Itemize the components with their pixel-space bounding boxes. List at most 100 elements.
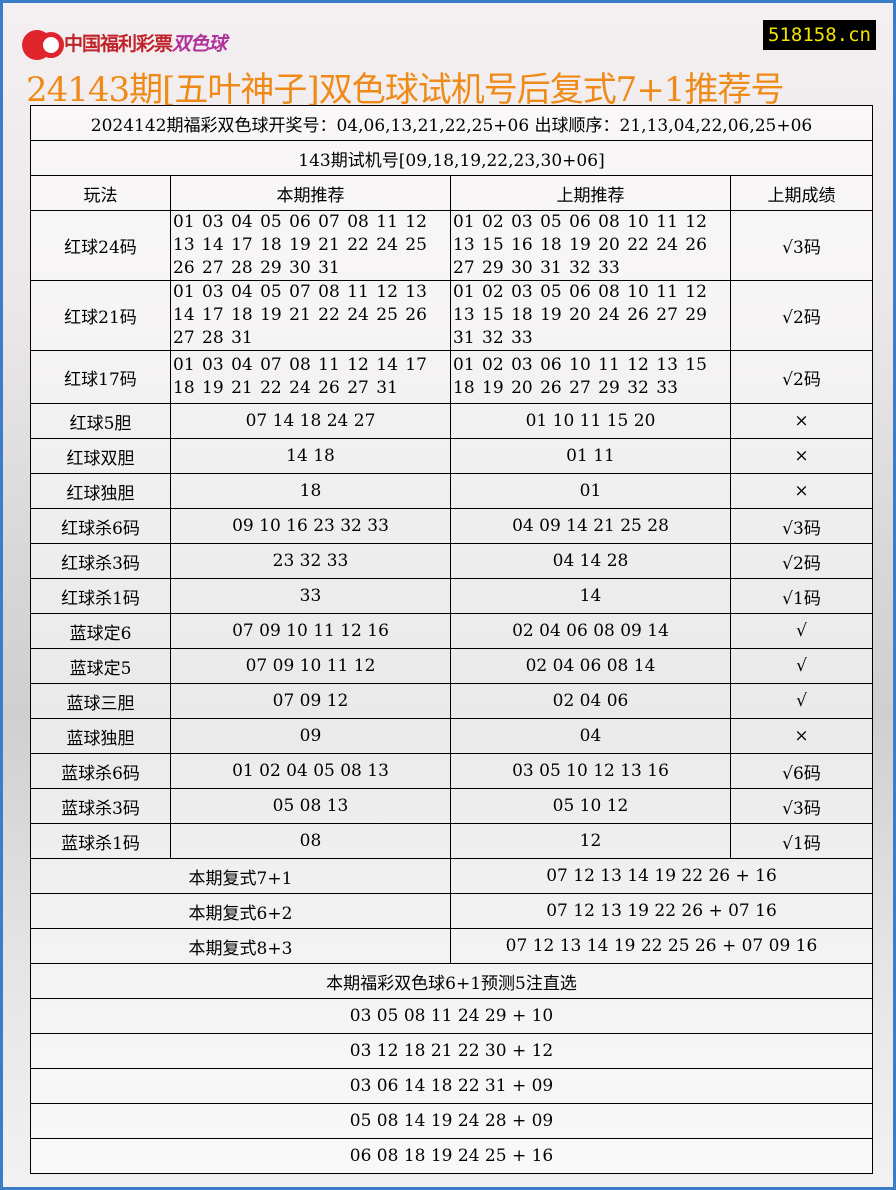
pick-numbers: 03 12 18 21 22 30 + 12 bbox=[30, 1033, 873, 1069]
cwl-logo-icon bbox=[20, 22, 64, 62]
previous-result: √ bbox=[730, 648, 873, 684]
compound-row: 本期复式7+1 07 12 13 14 19 22 26 + 16 bbox=[30, 858, 873, 894]
play-name: 红球杀1码 bbox=[30, 578, 171, 614]
previous-recommendation: 04 09 14 21 25 28 bbox=[450, 508, 731, 544]
play-name: 蓝球杀6码 bbox=[30, 753, 171, 789]
previous-result: √2码 bbox=[730, 280, 873, 351]
compound-value: 07 12 13 14 19 22 26 + 16 bbox=[450, 858, 873, 894]
previous-result: √3码 bbox=[730, 508, 873, 544]
draw-info-row: 2024142期福彩双色球开奖号：04,06,13,21,22,25+06 出球… bbox=[30, 105, 873, 141]
picks-title: 本期福彩双色球6+1预测5注直选 bbox=[30, 963, 873, 999]
compound-row: 本期复式8+3 07 12 13 14 19 22 25 26 + 07 09 1… bbox=[30, 928, 873, 964]
play-name: 红球双胆 bbox=[30, 438, 171, 474]
pick-numbers: 06 08 18 19 24 25 + 16 bbox=[30, 1138, 873, 1174]
previous-result: √2码 bbox=[730, 543, 873, 579]
header-row: 玩法 本期推荐 上期推荐 上期成绩 bbox=[30, 175, 873, 211]
trial-row: 143期试机号[09,18,19,22,23,30+06] bbox=[30, 140, 873, 176]
logo-brand: 双色球 bbox=[172, 32, 227, 55]
previous-result: √1码 bbox=[730, 823, 873, 859]
page-title: 24143期[五叶神子]双色球试机号后复式7+1推荐号 bbox=[26, 70, 784, 110]
current-recommendation: 14 18 bbox=[170, 438, 451, 474]
table-row: 红球17码 01 03 04 07 08 11 12 14 17 18 19 21… bbox=[30, 350, 873, 404]
previous-result: √2码 bbox=[730, 350, 873, 404]
play-name: 蓝球杀3码 bbox=[30, 788, 171, 824]
previous-result: × bbox=[730, 438, 873, 474]
previous-recommendation: 01 02 03 06 10 11 12 13 15 18 19 20 26 2… bbox=[450, 350, 731, 404]
current-recommendation: 08 bbox=[170, 823, 451, 859]
current-recommendation: 05 08 13 bbox=[170, 788, 451, 824]
current-recommendation: 01 03 04 05 06 07 08 11 12 13 14 17 18 1… bbox=[170, 210, 451, 281]
col-header-current: 本期推荐 bbox=[170, 175, 451, 211]
current-recommendation: 23 32 33 bbox=[170, 543, 451, 579]
table-row: 红球24码 01 03 04 05 06 07 08 11 12 13 14 17… bbox=[30, 210, 873, 281]
current-recommendation: 07 09 12 bbox=[170, 683, 451, 719]
previous-recommendation: 12 bbox=[450, 823, 731, 859]
draw-info: 2024142期福彩双色球开奖号：04,06,13,21,22,25+06 出球… bbox=[30, 105, 873, 141]
table-row: 蓝球定5 07 09 10 11 12 02 04 06 08 14 √ bbox=[30, 648, 873, 684]
previous-recommendation: 01 bbox=[450, 473, 731, 509]
col-header-play: 玩法 bbox=[30, 175, 171, 211]
col-header-result: 上期成绩 bbox=[730, 175, 873, 211]
previous-result: × bbox=[730, 473, 873, 509]
compound-label: 本期复式8+3 bbox=[30, 928, 451, 964]
previous-recommendation: 03 05 10 12 13 16 bbox=[450, 753, 731, 789]
previous-result: √ bbox=[730, 613, 873, 649]
table-row: 红球5胆 07 14 18 24 27 01 10 11 15 20 × bbox=[30, 403, 873, 439]
table-row: 红球21码 01 03 04 05 07 08 11 12 13 14 17 18… bbox=[30, 280, 873, 351]
previous-recommendation: 01 10 11 15 20 bbox=[450, 403, 731, 439]
play-name: 红球独胆 bbox=[30, 473, 171, 509]
pick-row: 03 06 14 18 22 31 + 09 bbox=[30, 1068, 873, 1104]
previous-result: √3码 bbox=[730, 788, 873, 824]
table-row: 蓝球三胆 07 09 12 02 04 06 √ bbox=[30, 683, 873, 719]
table-row: 红球双胆 14 18 01 11 × bbox=[30, 438, 873, 474]
previous-recommendation: 01 11 bbox=[450, 438, 731, 474]
play-name: 红球杀6码 bbox=[30, 508, 171, 544]
previous-recommendation: 01 02 03 05 06 08 10 11 12 13 15 16 18 1… bbox=[450, 210, 731, 281]
previous-result: √6码 bbox=[730, 753, 873, 789]
previous-recommendation: 05 10 12 bbox=[450, 788, 731, 824]
table-row: 红球杀3码 23 32 33 04 14 28 √2码 bbox=[30, 543, 873, 579]
table-row: 蓝球定6 07 09 10 11 12 16 02 04 06 08 09 14 √ bbox=[30, 613, 873, 649]
trial-numbers: 143期试机号[09,18,19,22,23,30+06] bbox=[30, 140, 873, 176]
current-recommendation: 01 02 04 05 08 13 bbox=[170, 753, 451, 789]
logo-org: 中国福利彩票 bbox=[64, 32, 173, 55]
table-row: 红球独胆 18 01 × bbox=[30, 473, 873, 509]
previous-result: √1码 bbox=[730, 578, 873, 614]
current-recommendation: 01 03 04 07 08 11 12 14 17 18 19 21 22 2… bbox=[170, 350, 451, 404]
compound-label: 本期复式6+2 bbox=[30, 893, 451, 929]
table-row: 蓝球独胆 09 04 × bbox=[30, 718, 873, 754]
current-recommendation: 33 bbox=[170, 578, 451, 614]
site-badge: 518158.cn bbox=[763, 20, 876, 50]
pick-numbers: 03 06 14 18 22 31 + 09 bbox=[30, 1068, 873, 1104]
play-name: 蓝球三胆 bbox=[30, 683, 171, 719]
col-header-previous: 上期推荐 bbox=[450, 175, 731, 211]
lottery-logo: 中国福利彩票双色球 bbox=[20, 22, 227, 62]
pick-row: 06 08 18 19 24 25 + 16 bbox=[30, 1138, 873, 1174]
play-name: 蓝球定5 bbox=[30, 648, 171, 684]
current-recommendation: 09 bbox=[170, 718, 451, 754]
previous-result: × bbox=[730, 718, 873, 754]
previous-result: √ bbox=[730, 683, 873, 719]
table-row: 红球杀6码 09 10 16 23 32 33 04 09 14 21 25 28 √… bbox=[30, 508, 873, 544]
play-name: 红球5胆 bbox=[30, 403, 171, 439]
compound-value: 07 12 13 19 22 26 + 07 16 bbox=[450, 893, 873, 929]
pick-row: 03 12 18 21 22 30 + 12 bbox=[30, 1033, 873, 1069]
compound-value: 07 12 13 14 19 22 25 26 + 07 09 16 bbox=[450, 928, 873, 964]
current-recommendation: 07 14 18 24 27 bbox=[170, 403, 451, 439]
previous-recommendation: 02 04 06 08 14 bbox=[450, 648, 731, 684]
pick-row: 05 08 14 19 24 28 + 09 bbox=[30, 1103, 873, 1139]
compound-label: 本期复式7+1 bbox=[30, 858, 451, 894]
pick-numbers: 05 08 14 19 24 28 + 09 bbox=[30, 1103, 873, 1139]
previous-result: √3码 bbox=[730, 210, 873, 281]
current-recommendation: 18 bbox=[170, 473, 451, 509]
current-recommendation: 09 10 16 23 32 33 bbox=[170, 508, 451, 544]
logo-text: 中国福利彩票双色球 bbox=[64, 29, 227, 56]
recommendation-table: 2024142期福彩双色球开奖号：04,06,13,21,22,25+06 出球… bbox=[30, 105, 873, 1174]
current-recommendation: 07 09 10 11 12 16 bbox=[170, 613, 451, 649]
previous-recommendation: 02 04 06 08 09 14 bbox=[450, 613, 731, 649]
previous-result: × bbox=[730, 403, 873, 439]
previous-recommendation: 02 04 06 bbox=[450, 683, 731, 719]
table-row: 蓝球杀6码 01 02 04 05 08 13 03 05 10 12 13 16 √… bbox=[30, 753, 873, 789]
previous-recommendation: 04 bbox=[450, 718, 731, 754]
